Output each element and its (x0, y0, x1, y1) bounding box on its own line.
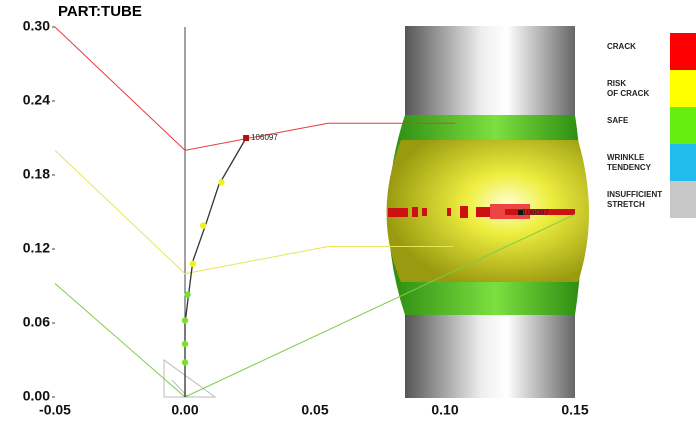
legend-label: SAFE (607, 116, 629, 125)
x-tick-label: 0.15 (561, 402, 588, 418)
strain-point (182, 317, 188, 323)
strain-point (190, 261, 196, 267)
legend-text: CRACK (607, 42, 636, 51)
chart-title: PART:TUBE (58, 3, 142, 20)
curve (55, 27, 455, 150)
legend-line: SAFE (607, 116, 629, 125)
legend-line: OF CRACK (607, 89, 649, 98)
x-tick-label: 0.10 (431, 402, 458, 418)
y-tick-label: 0.06 (23, 314, 50, 330)
tube-render (387, 26, 590, 398)
legend-swatch (670, 181, 696, 218)
node-label: 106097 (251, 133, 278, 142)
strain-point (182, 341, 188, 347)
x-tick-label: 0.05 (301, 402, 328, 418)
legend-line: WRINKLE (607, 153, 645, 162)
y-tick-label: 0.30 (23, 18, 50, 34)
legend-swatch (670, 107, 696, 144)
legend-swatch (670, 144, 696, 181)
strain-point (243, 135, 249, 141)
legend-swatch (670, 33, 696, 70)
legend-line: CRACK (607, 42, 636, 51)
y-tick-label: 0.12 (23, 240, 50, 256)
legend-line: RISK (607, 79, 626, 88)
strain-point (218, 179, 224, 185)
y-tick-label: 0.18 (23, 166, 50, 182)
tube-label: 106097 (522, 208, 549, 217)
strain-point (184, 291, 190, 297)
x-tick-label: 0.00 (171, 402, 198, 418)
chart: PART:TUBE 0.00 0.06 0.12 0.18 0.24 0.30 -0.05 0… (0, 0, 696, 429)
x-tick-label: -0.05 (39, 402, 71, 418)
legend-line: TENDENCY (607, 163, 652, 172)
legend-swatch (670, 70, 696, 107)
strain-point (200, 222, 206, 228)
legend-line: STRETCH (607, 200, 645, 209)
legend-label: CRACK (607, 42, 636, 51)
legend-text: SAFE (607, 116, 629, 125)
strain-point (182, 359, 188, 365)
origin-markers (164, 360, 215, 397)
legend-line: INSUFFICIENT (607, 190, 662, 199)
y-tick-label: 0.24 (23, 92, 50, 108)
